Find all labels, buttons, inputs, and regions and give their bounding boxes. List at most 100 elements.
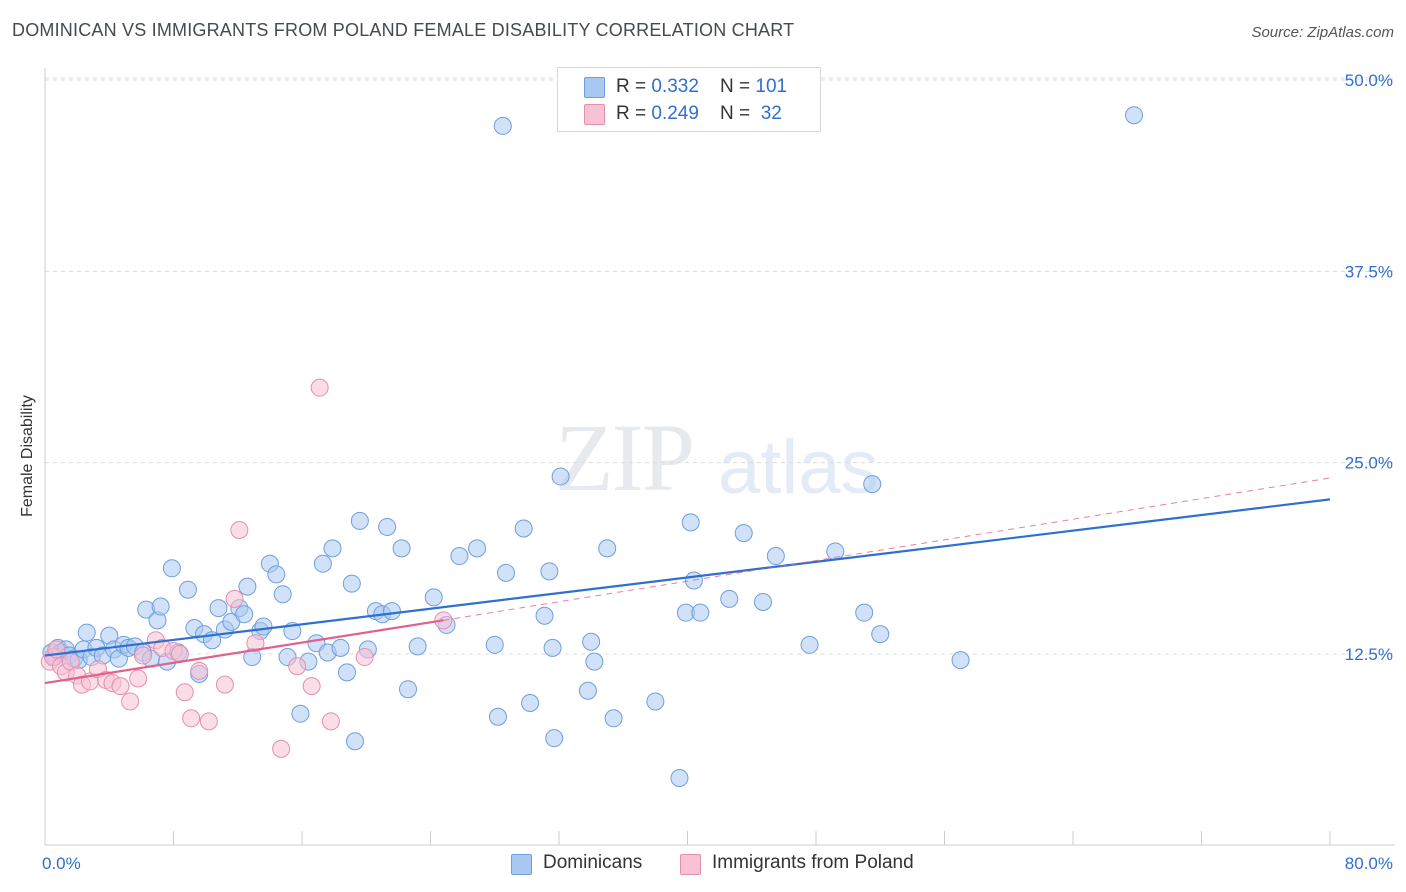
scatter-point-dominicans [378,517,397,536]
scatter-point-poland [129,669,148,688]
legend-stats-poland: R = 0.249 N = 32 [616,103,782,124]
scatter-point-dominicans [646,692,665,711]
scatter-point-dominicans [151,597,170,616]
scatter-point-dominicans [291,704,310,723]
scatter-point-poland [133,646,152,665]
legend-n-value-dominicans: 101 [755,76,788,97]
scatter-point-dominicans [1125,106,1144,125]
scatter-point-dominicans [382,602,401,621]
scatter-point-dominicans [521,693,540,712]
scatter-point-dominicans [855,603,874,622]
watermark-atlas: atlas [718,425,879,510]
scatter-point-dominicans [604,709,623,728]
scatter-point-poland [199,712,218,731]
scatter-point-dominicans [408,637,427,656]
bottom-legend-label-dominicans: Dominicans [543,852,643,873]
y-tick-label: 37.5% [1345,262,1393,281]
scatter-point-dominicans [585,652,604,671]
scatter-point-dominicans [77,623,96,642]
scatter-point-dominicans [342,574,361,593]
scatter-point-dominicans [514,519,533,538]
scatter-point-dominicans [863,475,882,494]
scatter-point-dominicans [734,524,753,543]
legend-swatch-poland [584,104,605,125]
scatter-point-dominicans [209,599,228,618]
scatter-point-poland [310,378,329,397]
y-tick-label: 12.5% [1345,645,1393,664]
scatter-point-poland [288,657,307,676]
scatter-point-dominicans [313,554,332,573]
scatter-point-poland [246,634,265,653]
trend-line-poland-extension [443,477,1331,621]
scatter-point-poland [215,675,234,694]
legend-n-value-poland: 32 [755,103,782,124]
scatter-point-dominicans [543,638,562,657]
trend-line-dominicans [44,498,1331,657]
scatter-point-dominicans [670,768,689,787]
scatter-point-dominicans [323,539,342,558]
scatter-point-dominicans [468,539,487,558]
scatter-point-dominicans [540,562,559,581]
legend-swatch-dominicans [584,77,605,98]
scatter-point-dominicans [346,732,365,751]
scatter-point-dominicans [951,651,970,670]
scatter-point-dominicans [399,680,418,699]
scatter-point-dominicans [267,565,286,584]
scatter-point-dominicans [598,539,617,558]
scatter-point-dominicans [691,603,710,622]
scatter-point-poland [182,709,201,728]
scatter-point-dominicans [178,580,197,599]
source-label: Source: ZipAtlas.com [1251,24,1394,41]
scatter-point-poland [190,661,209,680]
scatter-point-dominicans [493,116,512,135]
scatter-point-dominicans [535,606,554,625]
scatter-point-poland [225,589,244,608]
chart-title: DOMINICAN VS IMMIGRANTS FROM POLAND FEMA… [12,20,795,40]
scatter-point-poland [175,683,194,702]
scatter-point-dominicans [681,513,700,532]
y-tick-label: 25.0% [1345,454,1393,473]
scatter-point-dominicans [238,577,257,596]
scatter-point-dominicans [496,563,515,582]
scatter-point-dominicans [337,663,356,682]
y-axis-title: Female Disability [19,395,36,517]
bottom-legend-swatch-poland [680,854,701,875]
x-tick-label: 80.0% [1345,854,1393,873]
scatter-point-dominicans [720,589,739,608]
correlation-legend: R = 0.332 N = 101 R = 0.249 N = 32 [557,67,821,132]
scatter-point-poland [111,677,130,696]
scatter-point-poland [355,648,374,667]
legend-stats-dominicans: R = 0.332 N = 101 [616,76,788,97]
scatter-point-poland [121,692,140,711]
scatter-point-dominicans [753,592,772,611]
legend-r-value-dominicans: 0.332 [651,76,699,97]
x-tick-label: 0.0% [42,854,81,873]
scatter-point-dominicans [392,539,411,558]
bottom-legend-swatch-dominicans [511,854,532,875]
scatter-point-dominicans [424,588,443,607]
scatter-point-dominicans [235,605,254,624]
watermark-zip: ZIP [555,404,695,511]
scatter-point-dominicans [800,635,819,654]
scatter-point-dominicans [582,632,601,651]
trend-line-poland [44,619,444,685]
bottom-legend-label-poland: Immigrants from Poland [712,852,914,873]
scatter-point-dominicans [578,681,597,700]
scatter-point-dominicans [766,547,785,566]
scatter-point-dominicans [273,585,292,604]
scatter-point-poland [230,521,249,540]
scatter-point-dominicans [545,729,564,748]
scatter-point-dominicans [871,625,890,644]
scatter-point-poland [302,677,321,696]
scatter-point-dominicans [350,511,369,530]
scatter-point-poland [321,712,340,731]
scatter-point-dominicans [485,635,504,654]
scatter-point-poland [272,739,291,758]
scatter-point-dominicans [551,467,570,486]
scatter-point-dominicans [488,707,507,726]
legend-r-value-poland: 0.249 [651,103,699,124]
y-tick-label: 50.0% [1345,71,1393,90]
scatter-point-dominicans [162,559,181,578]
scatter-point-dominicans [331,638,350,657]
